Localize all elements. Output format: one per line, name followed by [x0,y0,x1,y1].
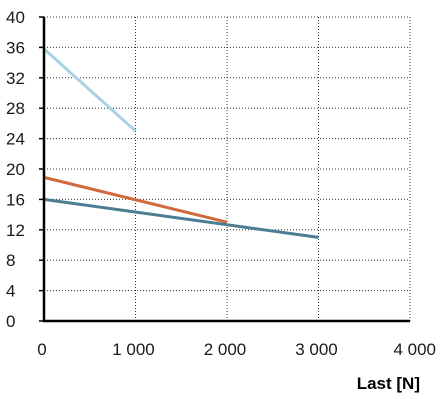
x-tick-label: 0 [37,340,46,359]
y-tick-label: 24 [6,130,25,149]
series-lines [42,47,319,239]
series-line-2 [43,175,228,224]
y-tick-label: 20 [6,160,25,179]
x-tick-label: 2 000 [204,340,247,359]
y-tick-labels: 0 4 8 12 16 20 24 28 32 36 40 [6,8,25,331]
axes [39,16,410,323]
y-tick-label: 4 [6,282,15,301]
grid-lines [44,16,411,321]
y-tick-label: 0 [6,312,15,331]
y-tick-label: 8 [6,251,15,270]
x-axis-label: Last [N] [357,374,420,393]
y-tick-label: 12 [6,221,25,240]
x-tick-labels: 0 1 000 2 000 3 000 4 000 [37,340,436,359]
x-tick-label: 1 000 [112,340,155,359]
series-line-3 [43,197,319,239]
y-tick-label: 32 [6,69,25,88]
y-tick-label: 16 [6,190,25,209]
x-tick-label: 4 000 [393,340,436,359]
y-tick-label: 36 [6,38,25,57]
y-tick-label: 28 [6,99,25,118]
x-tick-label: 3 000 [295,340,338,359]
y-tick-label: 40 [6,8,25,27]
series-line-1 [42,47,137,133]
